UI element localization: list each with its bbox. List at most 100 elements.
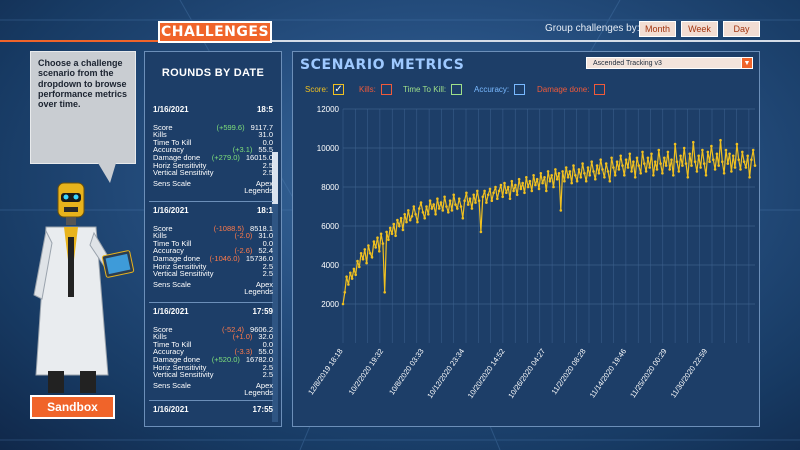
y-tick-label: 8000 xyxy=(321,183,339,192)
stat-label: Vertical Sensitivity xyxy=(153,168,214,178)
score-series-line xyxy=(342,140,756,305)
score-data-point xyxy=(523,191,526,195)
sens-scale-value: Legends xyxy=(244,186,273,196)
score-data-point xyxy=(561,170,564,173)
score-data-point xyxy=(575,179,579,183)
checkbox-checked-icon[interactable]: ✓ xyxy=(333,84,345,95)
score-data-point xyxy=(722,172,726,175)
score-data-point xyxy=(530,189,534,193)
score-data-point xyxy=(499,183,503,187)
score-data-point xyxy=(427,213,430,216)
sens-scale-value: Legends xyxy=(244,287,273,297)
group-month-button[interactable]: Month xyxy=(639,21,676,37)
score-data-point xyxy=(686,176,690,179)
checkbox-empty-icon[interactable] xyxy=(594,84,606,95)
metric-toggle-label: Accuracy: xyxy=(474,85,510,94)
score-data-point xyxy=(432,203,435,206)
score-data-point xyxy=(519,187,523,191)
stat-row: Time To Kill 0.0 xyxy=(153,240,273,248)
score-data-point xyxy=(661,172,664,175)
score-data-point xyxy=(581,162,584,165)
score-data-point xyxy=(410,215,414,218)
rounds-scrollbar-thumb[interactable] xyxy=(272,152,278,204)
score-data-point xyxy=(708,160,711,163)
score-data-point xyxy=(359,252,363,255)
score-data-point xyxy=(673,142,677,146)
metric-toggle[interactable]: Damage done: xyxy=(537,84,606,95)
score-data-point xyxy=(650,152,653,156)
score-data-point xyxy=(528,179,532,183)
stat-row: Damage done (-1046.0) 15736.0 xyxy=(153,255,273,263)
group-day-button[interactable]: Day xyxy=(723,21,760,37)
chevron-down-icon[interactable]: ▼ xyxy=(741,57,753,69)
score-data-point xyxy=(603,176,606,179)
score-data-point xyxy=(702,162,706,165)
scenario-dropdown[interactable]: Ascended Tracking v3 ▼ xyxy=(586,57,753,69)
metric-toggle[interactable]: Score: ✓ xyxy=(305,84,345,95)
score-data-point xyxy=(677,170,681,173)
sens-scale-value: Apex xyxy=(255,279,273,289)
checkbox-empty-icon[interactable] xyxy=(514,84,526,95)
metric-toggle-label: Damage done: xyxy=(537,85,590,94)
score-data-point xyxy=(586,166,590,169)
stat-label: Time To Kill xyxy=(153,339,192,349)
stat-value: 0.0 xyxy=(262,238,273,248)
stat-label: Kills xyxy=(153,231,167,241)
rounds-scrollbar-track[interactable] xyxy=(272,152,278,422)
score-data-point xyxy=(608,179,612,183)
sens-scale-label: Sens Scale xyxy=(153,178,191,188)
metric-toggle[interactable]: Accuracy: xyxy=(474,84,526,95)
round-card[interactable]: 1/16/2021 18:1 Score (-1088.5) 8518.1 Kills (-… xyxy=(153,207,273,296)
round-time: 17:59 xyxy=(252,307,273,316)
score-data-point xyxy=(387,238,390,241)
score-data-point xyxy=(726,162,730,165)
score-data-point xyxy=(459,205,463,208)
stat-label: Horiz Sensitivity xyxy=(153,160,207,170)
round-card[interactable]: 1/16/2021 17:55 xyxy=(153,406,273,424)
score-data-point xyxy=(552,185,555,189)
score-data-point xyxy=(465,191,468,195)
sandbox-button[interactable]: Sandbox xyxy=(30,395,115,419)
challenges-tab[interactable]: CHALLENGES xyxy=(158,21,272,43)
round-date: 1/16/2021 xyxy=(153,405,189,414)
metric-toggle-label: Kills: xyxy=(359,85,376,94)
score-data-point xyxy=(735,142,739,146)
score-data-point xyxy=(425,205,428,208)
stat-value: 9117.7 xyxy=(250,122,273,132)
score-data-point xyxy=(494,185,497,189)
round-card[interactable]: 1/16/2021 17:59 Score (-52.4) 9606.2 Kills (+1… xyxy=(153,308,273,397)
score-data-point xyxy=(407,209,410,212)
checkbox-empty-icon[interactable] xyxy=(380,84,392,95)
score-data-point xyxy=(358,265,361,269)
score-data-point xyxy=(417,207,421,210)
score-data-point xyxy=(399,216,403,220)
metrics-title: SCENARIO METRICS xyxy=(300,57,465,73)
score-data-point xyxy=(436,197,439,200)
stat-value: 2.5 xyxy=(262,362,273,372)
score-data-point xyxy=(583,172,586,175)
score-data-point xyxy=(668,168,671,171)
stat-delta: (+1.0) xyxy=(232,332,253,342)
score-data-point xyxy=(717,164,720,167)
stat-label: Time To Kill xyxy=(153,137,192,147)
rounds-by-date-panel: ROUNDS BY DATE 1/16/2021 18:5 Score (+599.6… xyxy=(144,51,282,427)
score-data-point xyxy=(428,199,432,202)
round-card[interactable]: 1/16/2021 18:5 Score (+599.6) 9117.7 Kills 31.… xyxy=(153,106,273,195)
score-data-point xyxy=(539,172,543,175)
sens-scale-label: Sens Scale xyxy=(153,279,191,289)
metric-toggle[interactable]: Time To Kill: xyxy=(403,84,463,95)
score-data-point xyxy=(704,174,708,177)
score-data-point xyxy=(381,242,385,245)
header-rule xyxy=(0,40,800,42)
score-data-point xyxy=(447,211,450,214)
x-tick-label: 10/2/2020 19:32 xyxy=(347,347,385,397)
metric-toggle[interactable]: Kills: xyxy=(359,84,392,95)
stat-label: Score xyxy=(153,223,173,233)
score-data-point xyxy=(684,162,688,165)
checkbox-empty-icon[interactable] xyxy=(451,84,463,95)
y-tick-label: 12000 xyxy=(317,105,340,114)
group-week-button[interactable]: Week xyxy=(681,21,718,37)
stat-row: Vertical Sensitivity 2.5 xyxy=(153,270,273,278)
score-data-point xyxy=(621,164,624,167)
y-tick-label: 2000 xyxy=(321,300,339,309)
